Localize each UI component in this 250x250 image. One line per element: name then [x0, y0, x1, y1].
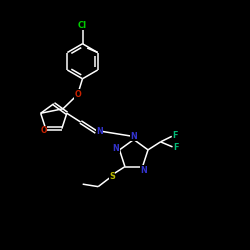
- Text: O: O: [40, 126, 47, 135]
- Text: S: S: [109, 172, 115, 181]
- Text: N: N: [96, 126, 103, 136]
- Text: N: N: [112, 144, 119, 153]
- Text: N: N: [140, 166, 147, 175]
- Text: F: F: [173, 143, 179, 152]
- Text: O: O: [74, 90, 81, 99]
- Text: N: N: [130, 132, 137, 141]
- Text: F: F: [172, 131, 178, 140]
- Text: Cl: Cl: [78, 21, 87, 30]
